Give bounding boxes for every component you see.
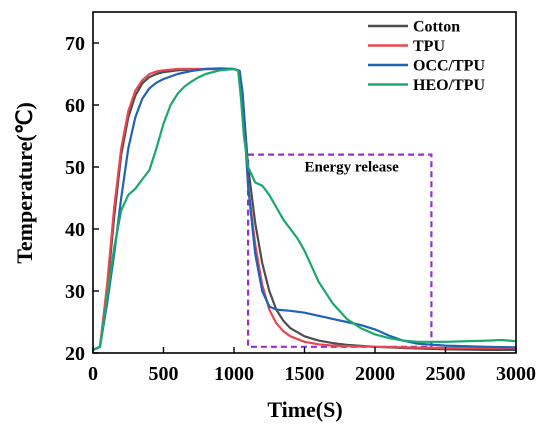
- legend: Cotton TPU OCC/TPU HEO/TPU: [368, 19, 485, 94]
- legend-label: Cotton: [413, 19, 460, 36]
- legend-label: OCC/TPU: [413, 58, 485, 75]
- x-axis-title: Time(S): [267, 397, 342, 422]
- y-tick-label: 70: [65, 33, 85, 55]
- x-tick-label: 2000: [355, 363, 395, 385]
- energy-release-box: [247, 153, 433, 348]
- energy-release-annotation: Energy release: [247, 153, 433, 348]
- x-tick-label: 500: [149, 363, 179, 385]
- series-line-cotton: [93, 67, 516, 351]
- x-tick-label: 1500: [285, 363, 325, 385]
- series-line-tpu: [93, 67, 516, 351]
- y-tick-label: 30: [65, 281, 85, 303]
- x-tick-label: 2500: [426, 363, 466, 385]
- y-tick-label: 40: [65, 219, 85, 241]
- series-line-occ-tpu: [93, 67, 516, 351]
- legend-label: TPU: [413, 38, 445, 55]
- x-axis: 0 500 1000 1500 2000 2500 3000: [88, 347, 536, 385]
- x-tick-label: 3000: [496, 363, 536, 385]
- y-axis-title: Temperature(℃): [12, 102, 37, 264]
- y-tick-label: 60: [65, 95, 85, 117]
- y-tick-label: 20: [65, 343, 85, 365]
- energy-release-label: Energy release: [305, 159, 400, 175]
- y-axis: 20 30 40 50 60 70: [65, 33, 99, 365]
- x-tick-label: 1000: [214, 363, 254, 385]
- y-tick-label: 50: [65, 157, 85, 179]
- legend-label: HEO/TPU: [413, 77, 485, 94]
- x-tick-label: 0: [88, 363, 98, 385]
- series-line-heo-tpu: [93, 67, 516, 351]
